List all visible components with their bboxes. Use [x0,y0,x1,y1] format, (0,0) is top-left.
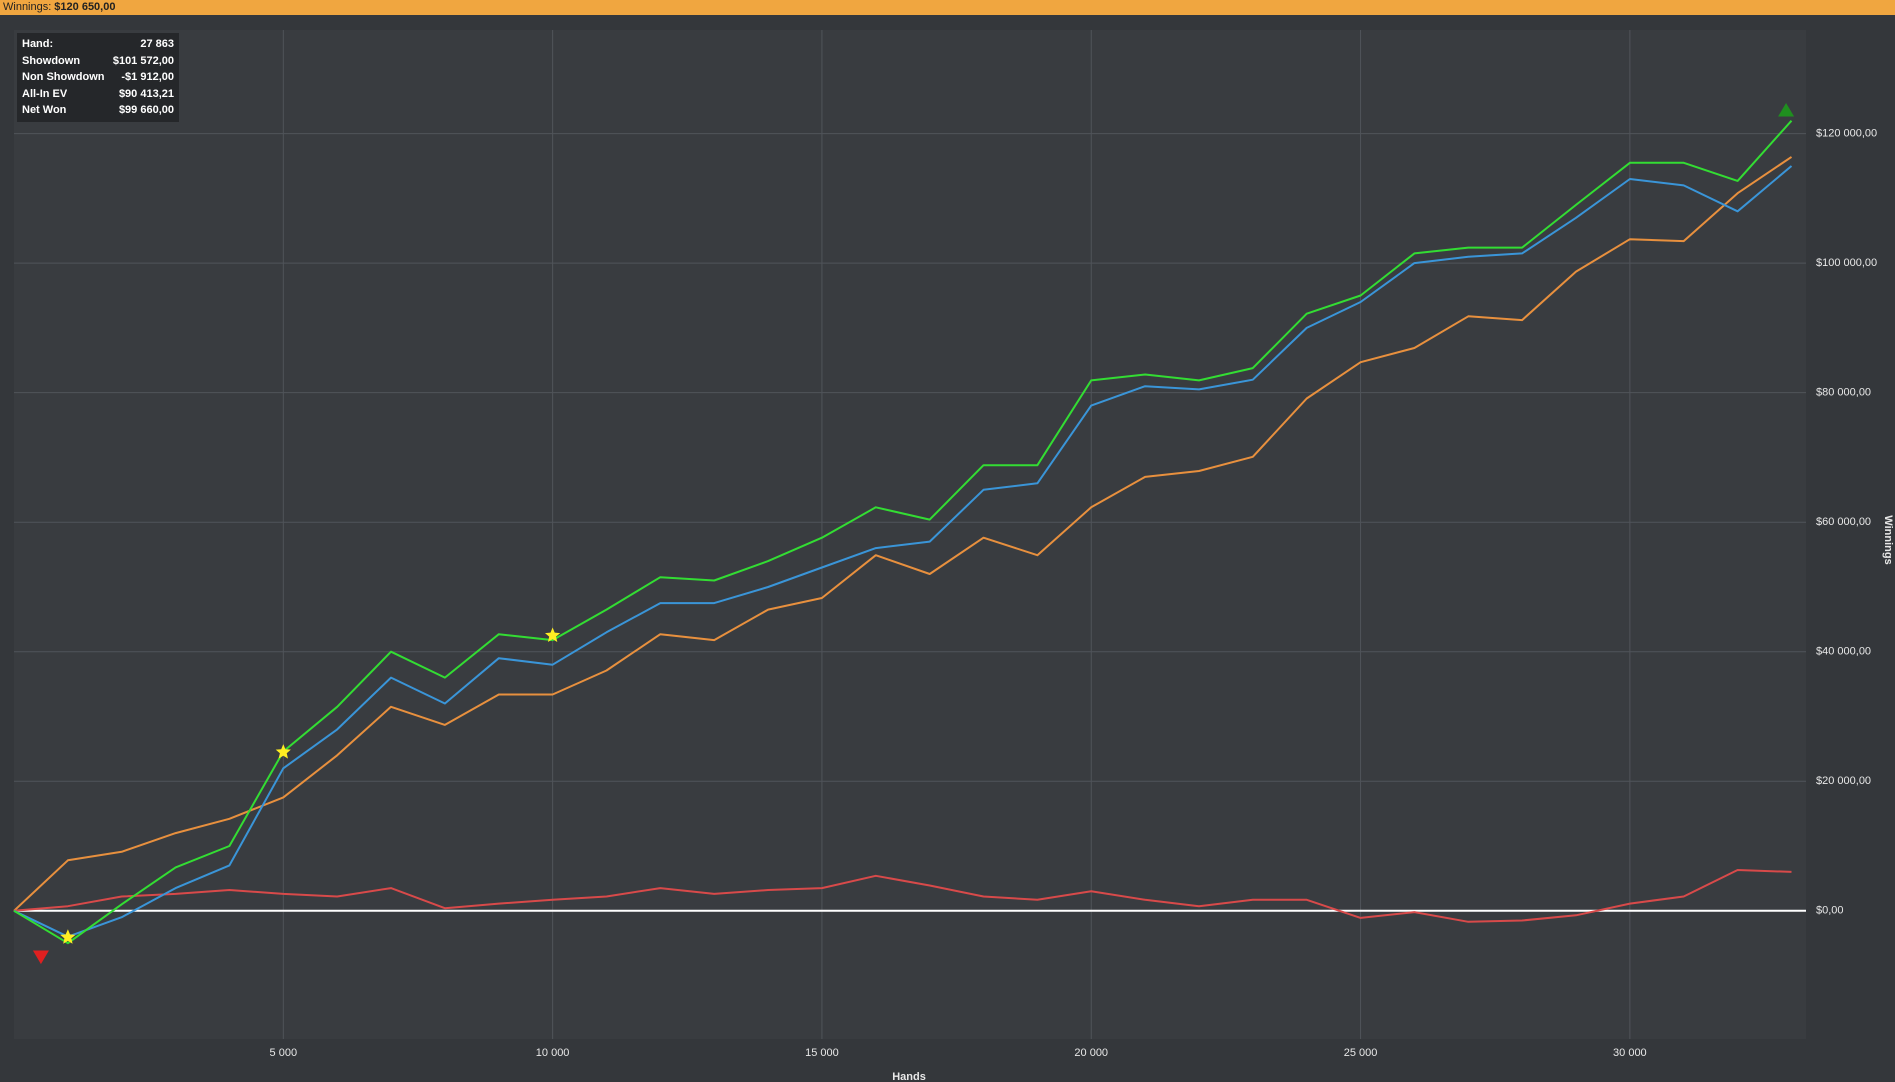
stats-label: Hand: [22,38,54,50]
header-value: $120 650,00 [54,1,116,13]
stats-value: $90 413,21 [118,87,174,100]
y-tick-label: $120 000,00 [1816,128,1877,140]
plot-area [14,30,1806,1039]
stats-label: Net Won [22,104,67,116]
y-tick-label: $20 000,00 [1816,775,1871,787]
x-axis-label: Hands [892,1071,926,1082]
header-label: Winnings: [3,1,52,13]
x-tick-label: 15 000 [805,1047,839,1059]
stats-value: -$1 912,00 [121,71,174,83]
series-line [13,165,1793,938]
x-tick-label: 30 000 [1613,1047,1647,1059]
marker [1778,102,1795,117]
x-tick-label: 10 000 [536,1047,570,1059]
y-tick-label: $80 000,00 [1816,387,1871,399]
stats-value: $99 660,00 [118,104,174,116]
stats-label: Showdown [22,54,81,67]
marker [275,744,291,759]
top-bar: Winnings: $120 650,00 [0,0,1895,15]
stats-value: $101 572,00 [112,54,174,67]
y-tick-label: $60 000,00 [1816,516,1871,528]
stats-row: Showdown $101 572,00 [17,53,179,70]
stats-row: Net Won $99 660,00 [17,102,179,119]
stats-box: Hand: 27 863 Showdown $101 572,00 Non Showdo… [17,33,179,122]
stats-row: Non Showdown -$1 912,00 [17,69,179,86]
marker [32,950,49,965]
y-tick-label: $40 000,00 [1816,646,1871,658]
x-tick-label: 25 000 [1344,1047,1378,1059]
x-tick-label: 5 000 [270,1047,298,1059]
marker [60,929,76,944]
y-tick-label: $100 000,00 [1816,257,1877,269]
series-line [13,156,1793,912]
y-tick-label: $0,00 [1816,905,1844,917]
marker [545,627,561,642]
y-axis-label: Winnings [1882,515,1894,564]
stats-row: All-In EV $90 413,21 [17,86,179,103]
x-tick-label: 20 000 [1074,1047,1108,1059]
stats-label: All-In EV [22,87,68,100]
series-line [13,869,1792,923]
stats-value: 27 863 [140,38,174,50]
stats-label: Non Showdown [22,71,105,83]
stats-row: Hand: 27 863 [17,36,179,53]
series-line [13,120,1793,945]
